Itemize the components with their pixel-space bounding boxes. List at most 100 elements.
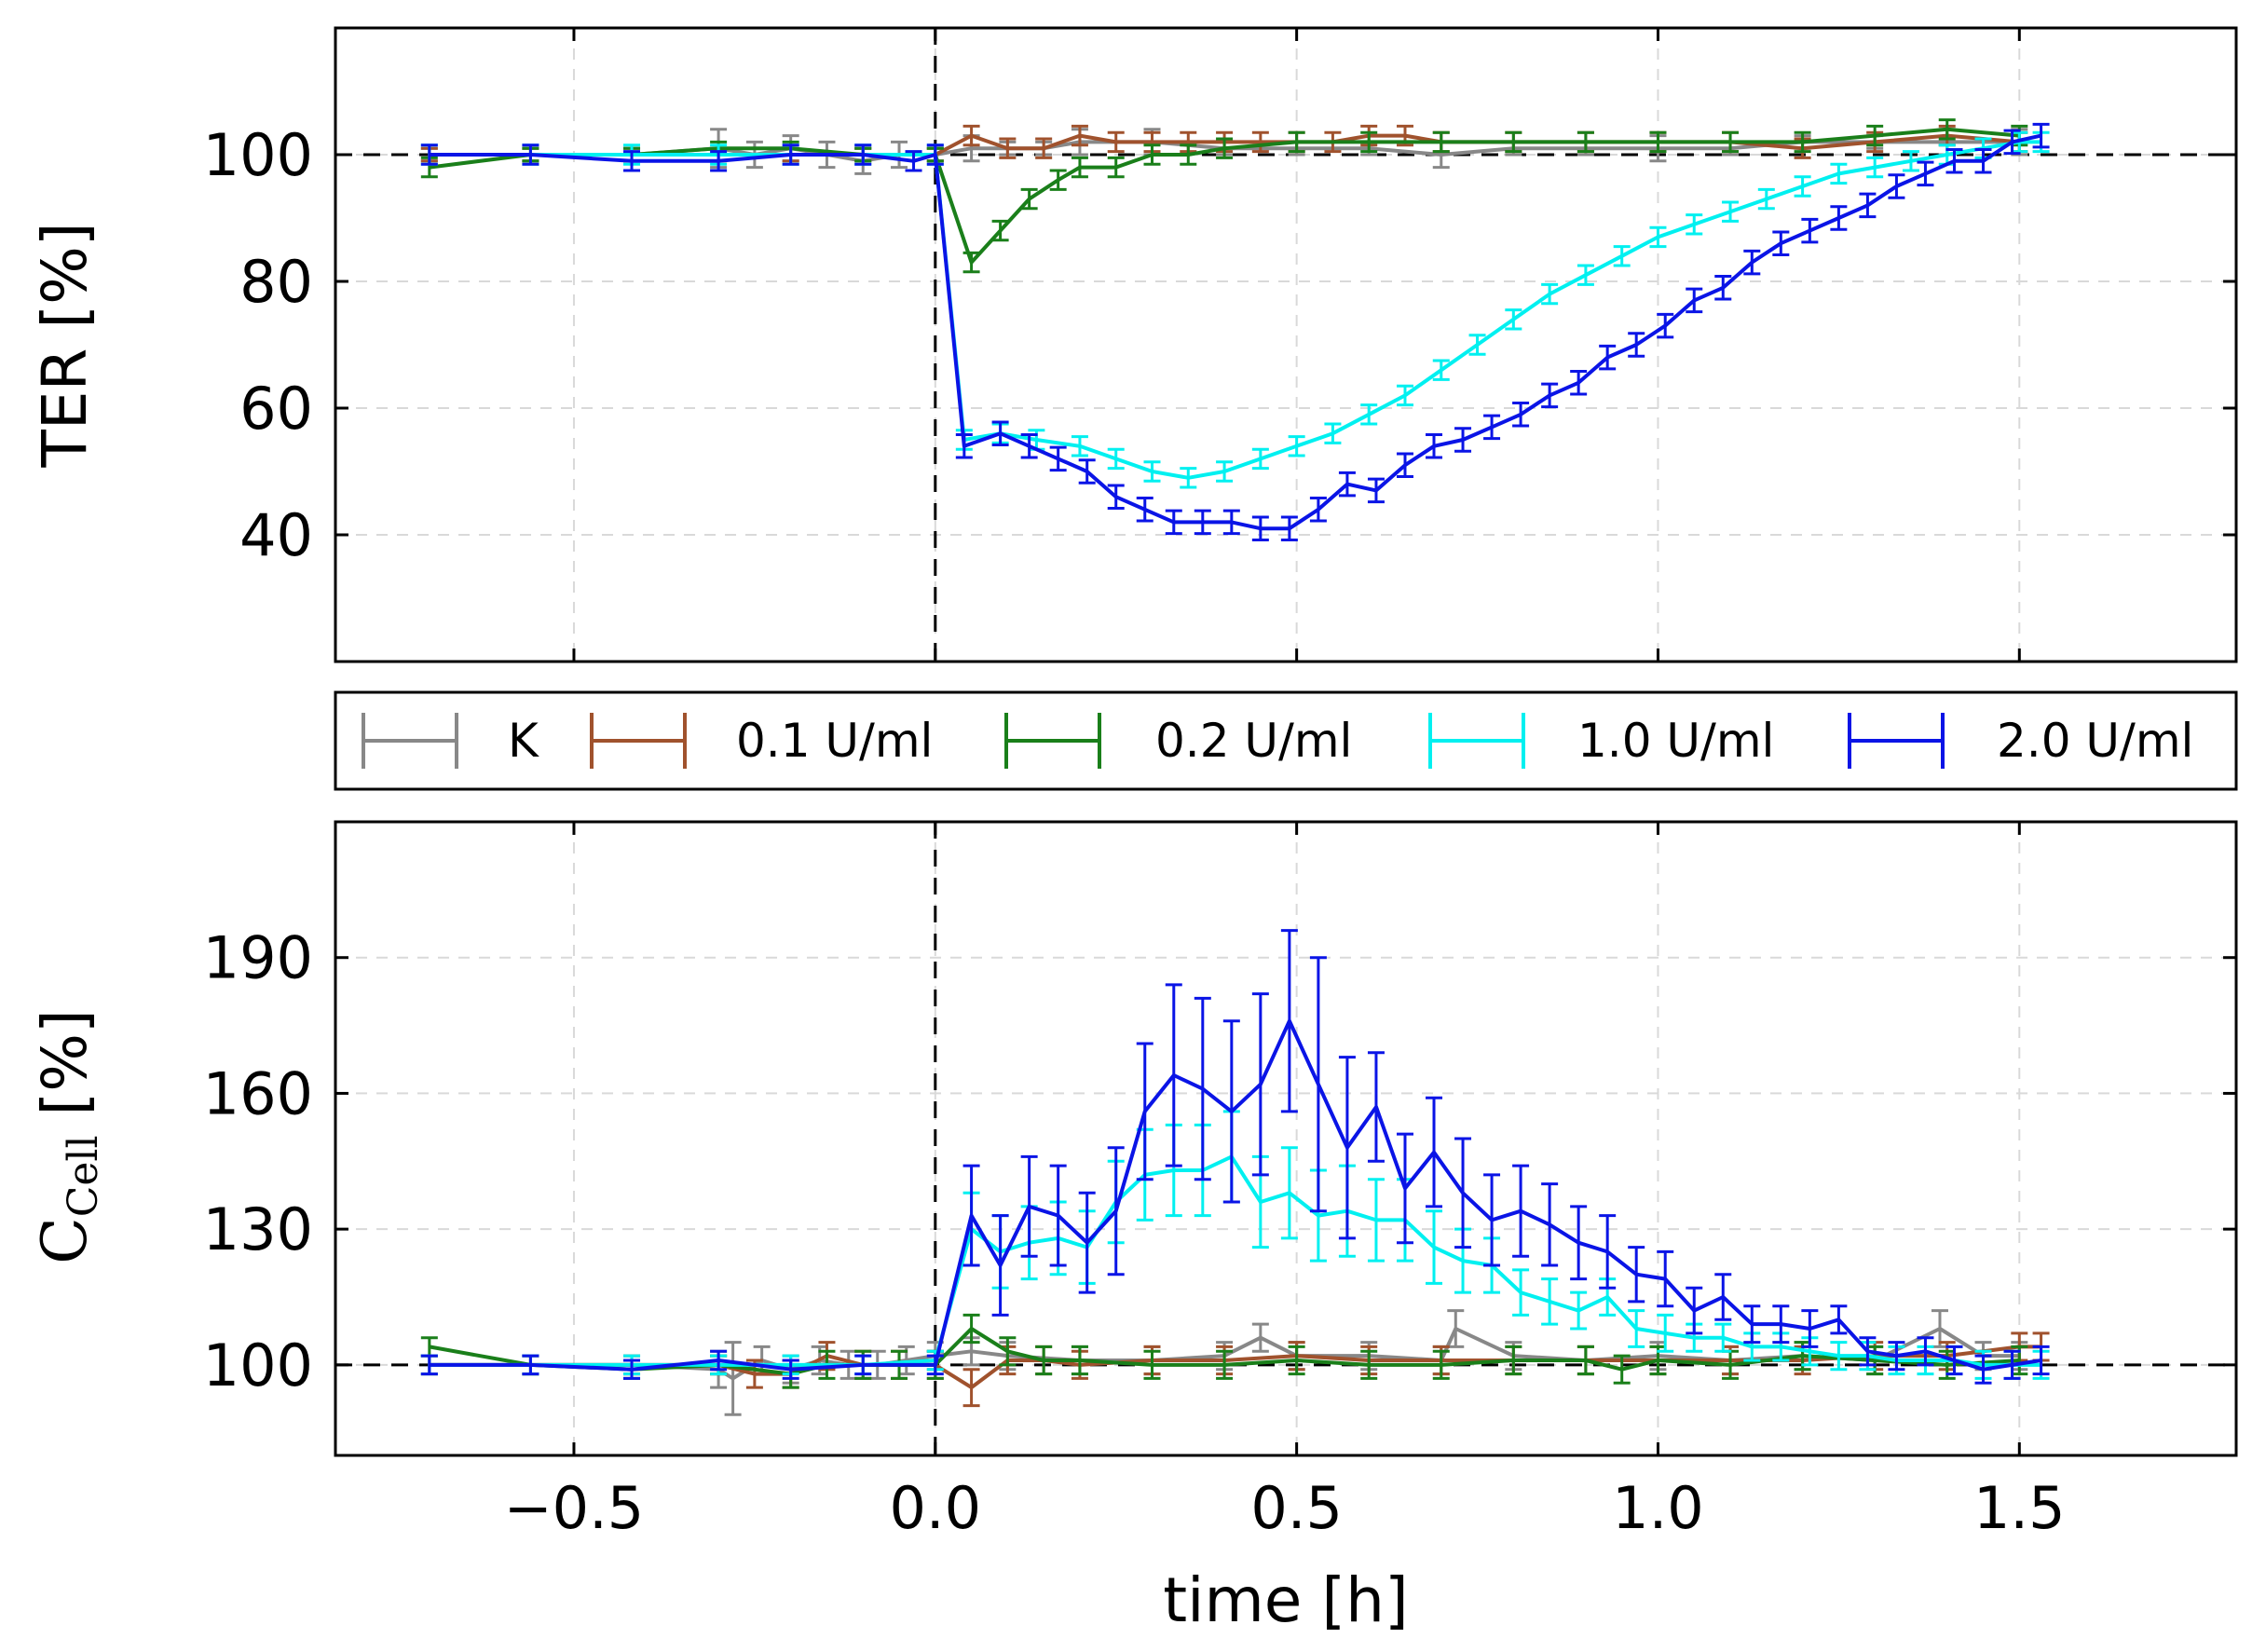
- ter-errorbar-1-0-u-ml: [1468, 334, 1486, 356]
- ter-errorbar-0-2-u-ml: [1432, 130, 1450, 154]
- ccell-errorbar-2-0-u-ml: [1686, 1286, 1703, 1335]
- ccell-errorbar-1-0-u-ml: [1512, 1268, 1530, 1317]
- ter-errorbar-1-0-u-ml: [1613, 245, 1631, 267]
- ccell-errorbar-k: [1251, 1322, 1269, 1353]
- ter-errorbar-2-0-u-ml: [1859, 192, 1877, 219]
- ter-errorbar-2-0-u-ml: [1801, 217, 1819, 244]
- ter-errorbar-0-1-u-ml: [1071, 124, 1088, 147]
- ccell-errorbar-1-0-u-ml: [1541, 1277, 1559, 1326]
- ter-errorbar-0-2-u-ml: [1288, 130, 1305, 154]
- ter-errorbar-0-1-u-ml: [1035, 137, 1053, 159]
- ter-errorbar-1-0-u-ml: [1071, 435, 1088, 457]
- ter-ytick-label: 100: [203, 121, 313, 189]
- ter-axes-frame: [334, 26, 2238, 663]
- legend-label-0.1: 0.1 U/ml: [736, 714, 933, 768]
- legend-item-0.2: 0.2 U/ml: [1004, 713, 1352, 769]
- ter-errorbar-2-0-u-ml: [522, 143, 539, 166]
- ter-errorbar-0-2-u-ml: [1071, 156, 1088, 179]
- ter-errorbar-2-0-u-ml: [1020, 433, 1038, 459]
- ter-errorbar-2-0-u-ml: [1657, 312, 1674, 339]
- ter-errorbar-1-0-u-ml: [1541, 282, 1559, 306]
- legend-label-0.2: 0.2 U/ml: [1155, 714, 1352, 768]
- ter-errorbar-2-0-u-ml: [710, 150, 728, 172]
- ter-errorbar-0-2-u-ml: [1577, 130, 1594, 154]
- ter-errorbar-1-0-u-ml: [1757, 187, 1775, 211]
- ter-errorbar-2-0-u-ml: [1483, 414, 1501, 441]
- ccell-errorbar-2-0-u-ml: [623, 1358, 641, 1380]
- ter-errorbar-2-0-u-ml: [1454, 427, 1472, 453]
- ccell-errorbar-1-0-u-ml: [1570, 1290, 1588, 1331]
- ter-errorbar-0-2-u-ml: [991, 219, 1009, 242]
- ter-errorbar-1-0-u-ml: [1143, 460, 1161, 483]
- ccell-errorbar-2-0-u-ml: [1570, 1205, 1588, 1281]
- ccell-errorbar-k: [1931, 1309, 1948, 1348]
- ter-errorbar-2-0-u-ml: [782, 143, 799, 166]
- ter-errorbar-0-1-u-ml: [999, 137, 1017, 159]
- x-axis-label: time [h]: [1163, 1564, 1408, 1636]
- ccell-errorbar-2-0-u-ml: [1309, 956, 1327, 1213]
- ccell-errorbar-2-0-u-ml: [1454, 1137, 1472, 1249]
- ccell-ytick-label: 130: [203, 1195, 313, 1263]
- ter-errorbar-2-0-u-ml: [991, 420, 1009, 446]
- legend-label-1.0: 1.0 U/ml: [1577, 714, 1774, 768]
- ccell-errorbar-2-0-u-ml: [1657, 1249, 1674, 1308]
- ccell-series-2-0-u-ml: [420, 929, 2050, 1385]
- ccell-errorbar-2-0-u-ml: [1772, 1304, 1790, 1345]
- ccell-errorbar-2-0-u-ml: [1945, 1345, 1963, 1376]
- ter-errorbar-1-0-u-ml: [1216, 460, 1234, 483]
- ccell-series-group: [420, 929, 2050, 1416]
- ccell-errorbar-0-2-u-ml: [962, 1313, 980, 1345]
- ter-errorbar-2-0-u-ml: [1309, 497, 1327, 523]
- ccell-errorbar-0-2-u-ml: [1577, 1345, 1594, 1376]
- ter-errorbar-1-0-u-ml: [1794, 175, 1811, 198]
- ccell-errorbar-1-0-u-ml: [1367, 1178, 1385, 1263]
- ccell-errorbar-0-2-u-ml: [1505, 1345, 1522, 1376]
- ter-errorbar-2-0-u-ml: [1917, 160, 1934, 187]
- ccell-errorbar-2-0-u-ml: [1599, 1214, 1617, 1290]
- legend-swatch-0-1-u-ml: [590, 713, 687, 769]
- ter-errorbar-1-0-u-ml: [1830, 162, 1848, 185]
- ccell-errorbar-0-2-u-ml: [1216, 1349, 1234, 1380]
- ccell-ytick-label: 100: [203, 1331, 313, 1399]
- ter-errorbar-2-0-u-ml: [420, 143, 438, 166]
- ccell-axes-frame: [334, 820, 2238, 1457]
- ter-errorbar-1-0-u-ml: [1866, 156, 1884, 179]
- ccell-xtick-label: −0.5: [504, 1474, 645, 1542]
- ccell-errorbar-1-0-u-ml: [1657, 1313, 1674, 1353]
- ter-errorbar-0-1-u-ml: [1107, 130, 1125, 154]
- ccell-errorbar-2-0-u-ml: [1859, 1336, 1877, 1367]
- legend-item-1.0: 1.0 U/ml: [1428, 713, 1774, 769]
- ccell-errorbar-2-0-u-ml: [962, 1164, 980, 1267]
- ccell-errorbar-2-0-u-ml: [1628, 1246, 1645, 1304]
- ccell-errorbar-2-0-u-ml: [1888, 1341, 1905, 1372]
- ccell-errorbar-k: [1447, 1309, 1465, 1348]
- ter-errorbar-0-2-u-ml: [1866, 124, 1884, 147]
- ter-errorbar-2-0-u-ml: [1945, 148, 1963, 174]
- ter-errorbar-1-0-u-ml: [1505, 308, 1522, 331]
- ter-series-group: [420, 118, 2050, 541]
- ter-errorbar-2-0-u-ml: [1078, 458, 1096, 485]
- ccell-errorbar-2-0-u-ml: [1743, 1304, 1761, 1345]
- legend-item-0.1: 0.1 U/ml: [590, 713, 933, 769]
- ccell-errorbar-1-0-u-ml: [1628, 1309, 1645, 1348]
- ter-errorbar-0-2-u-ml: [1649, 130, 1667, 154]
- ter-errorbar-2-0-u-ml: [926, 143, 944, 166]
- ccell-errorbar-2-0-u-ml: [991, 1214, 1009, 1317]
- ccell-errorbar-1-0-u-ml: [1714, 1322, 1732, 1353]
- ccell-errorbar-0-2-u-ml: [1432, 1349, 1450, 1380]
- ter-errorbar-1-0-u-ml: [1902, 150, 1919, 172]
- ccell-errorbar-2-0-u-ml: [1830, 1304, 1848, 1335]
- ter-errorbar-0-2-u-ml: [1180, 143, 1197, 166]
- ccell-errorbar-2-0-u-ml: [1541, 1182, 1559, 1267]
- ter-errorbar-2-0-u-ml: [1396, 452, 1413, 478]
- legend-label-2.0: 2.0 U/ml: [1997, 714, 2193, 768]
- legend-label-k: K: [508, 714, 539, 768]
- ter-errorbar-2-0-u-ml: [1743, 249, 1761, 276]
- ccell-errorbar-2-0-u-ml: [1136, 1042, 1153, 1181]
- ter-errorbar-2-0-u-ml: [2032, 122, 2050, 149]
- ter-errorbar-1-0-u-ml: [1686, 213, 1703, 236]
- ter-errorbar-0-2-u-ml: [1020, 187, 1038, 211]
- ter-errorbar-1-0-u-ml: [1107, 447, 1125, 471]
- ter-errorbar-2-0-u-ml: [1714, 275, 1732, 301]
